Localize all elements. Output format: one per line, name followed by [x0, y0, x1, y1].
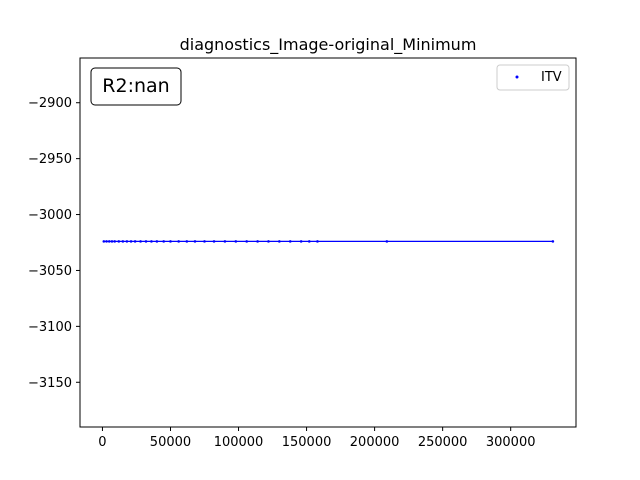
x-tick-label: 250000 — [418, 435, 468, 450]
data-point — [316, 240, 319, 243]
y-tick-label: −3050 — [28, 264, 72, 279]
r2-annotation: R2:nan — [90, 67, 182, 106]
data-point — [139, 240, 142, 243]
data-point — [110, 240, 114, 243]
data-point — [212, 240, 216, 243]
data-point — [185, 240, 189, 243]
data-point — [256, 240, 259, 243]
x-tick-label: 0 — [98, 435, 106, 450]
legend-box — [496, 64, 570, 91]
data-point — [117, 240, 121, 243]
x-tick-label: 50000 — [150, 435, 191, 450]
data-point — [102, 240, 106, 243]
data-point — [299, 240, 303, 243]
data-point — [193, 240, 197, 243]
data-point — [133, 240, 137, 243]
plot-frame — [79, 57, 577, 428]
data-point — [155, 240, 159, 243]
data-point — [223, 240, 227, 243]
data-point — [288, 240, 292, 243]
y-tick-label: −2900 — [28, 96, 72, 111]
data-point — [169, 240, 172, 243]
data-point — [144, 240, 148, 243]
data-point — [125, 240, 129, 243]
x-tick-label: 100000 — [214, 435, 264, 450]
data-point — [121, 240, 125, 243]
legend-marker-itv — [515, 75, 519, 79]
data-point — [150, 240, 153, 243]
data-point — [177, 240, 180, 243]
data-point — [278, 240, 281, 243]
data-point — [105, 240, 108, 243]
x-tick-label: 200000 — [350, 435, 400, 450]
data-point — [234, 240, 238, 243]
data-point — [203, 240, 206, 243]
legend-label-itv: ITV — [541, 70, 562, 85]
data-point — [385, 240, 389, 243]
data-point — [107, 240, 111, 243]
legend: ITV — [496, 64, 570, 91]
y-tick-label: −3150 — [28, 376, 72, 391]
data-point — [267, 240, 270, 243]
series-layer — [102, 240, 555, 243]
data-point — [245, 240, 248, 243]
data-point — [307, 240, 311, 243]
y-tick-label: −3100 — [28, 320, 72, 335]
chart-title: diagnostics_Image-original_Minimum — [180, 35, 477, 55]
y-tick-label: −3000 — [28, 208, 72, 223]
x-axis-ticks: 0 50000 100000 150000 200000 250000 300000 — [98, 427, 536, 450]
y-tick-label: −2950 — [28, 152, 72, 167]
data-point — [129, 240, 133, 243]
r2-annotation-text: R2:nan — [102, 75, 169, 97]
y-axis-ticks: −2900 −2950 −3000 −3050 −3100 −3150 — [28, 96, 80, 391]
data-point — [113, 240, 116, 243]
r2-annotation-box — [90, 67, 182, 106]
x-tick-label: 150000 — [282, 435, 332, 450]
data-point — [551, 240, 555, 243]
x-tick-label: 300000 — [486, 435, 536, 450]
data-point — [162, 240, 165, 243]
